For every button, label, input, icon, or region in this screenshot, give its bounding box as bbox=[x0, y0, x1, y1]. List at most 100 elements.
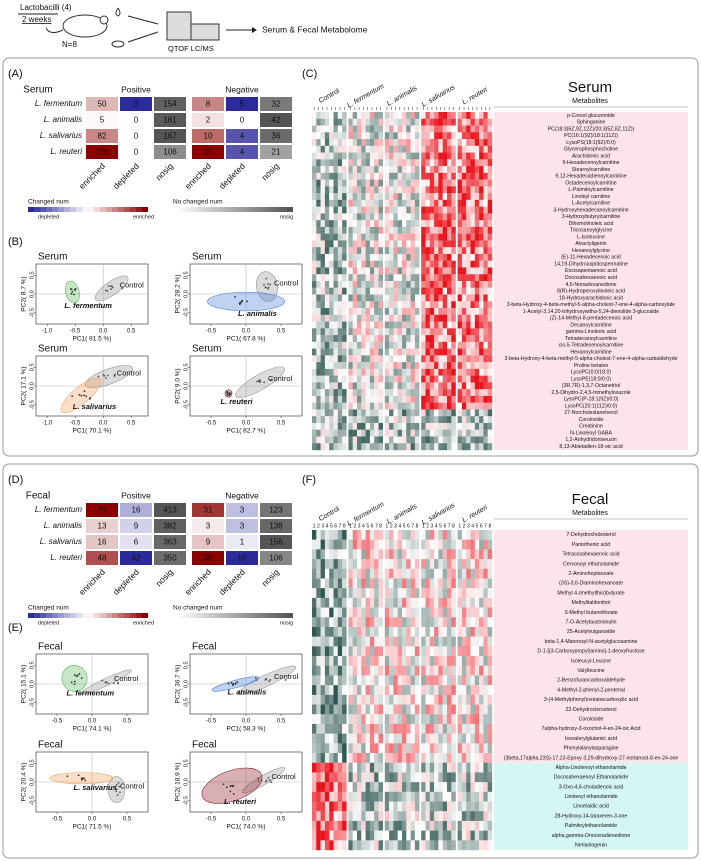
heatmap-cell bbox=[324, 549, 330, 560]
heatmap-cell bbox=[483, 362, 488, 370]
heatmap-cell bbox=[438, 429, 443, 437]
heatmap-cell bbox=[378, 409, 383, 417]
heatmap-cell bbox=[487, 166, 493, 174]
heatmap-cell bbox=[393, 193, 398, 201]
heatmap-cell bbox=[312, 422, 317, 430]
heatmap-cell bbox=[384, 685, 390, 696]
heatmap-cell bbox=[483, 308, 488, 315]
y-axis-label: PC2( 15.1 %) bbox=[21, 664, 28, 703]
heatmap-cell bbox=[414, 714, 420, 725]
replicate-label: 1 bbox=[313, 523, 316, 529]
heatmap-cell bbox=[402, 274, 407, 282]
row-label: L. fermentum bbox=[35, 505, 82, 514]
heatmap-cell bbox=[389, 636, 394, 647]
heatmap-cell bbox=[337, 159, 343, 167]
legend-swatch bbox=[82, 613, 88, 618]
heatmap-cell bbox=[369, 830, 375, 841]
heatmap-cell bbox=[316, 617, 321, 628]
heatmap-cell bbox=[487, 233, 493, 241]
heatmap-cell bbox=[447, 830, 452, 841]
heatmap-cell bbox=[312, 636, 317, 647]
heatmap-cell bbox=[393, 321, 398, 329]
heatmap-cell bbox=[378, 811, 383, 822]
heatmap-cell bbox=[384, 253, 390, 261]
heatmap-cell bbox=[406, 830, 411, 841]
heatmap-cell bbox=[365, 281, 371, 288]
heatmap-cell bbox=[316, 139, 321, 146]
heatmap-cell bbox=[451, 308, 456, 315]
heatmap-cell bbox=[352, 723, 358, 734]
heatmap-cell bbox=[421, 772, 426, 783]
heatmap-cell bbox=[479, 314, 484, 322]
heatmap-cell bbox=[389, 308, 394, 315]
heatmap-cell bbox=[357, 287, 362, 295]
heatmap-cell bbox=[474, 145, 480, 153]
heatmap-cell bbox=[352, 549, 358, 560]
x-tick-label: -0.5 bbox=[70, 421, 81, 427]
heatmap-cell bbox=[397, 704, 403, 715]
heatmap-cell bbox=[333, 389, 338, 397]
heatmap-cell bbox=[342, 791, 347, 802]
heatmap-cell bbox=[357, 704, 362, 715]
heatmap-cell bbox=[474, 743, 480, 754]
heatmap-cell bbox=[378, 145, 383, 153]
metabolite: 27-Norcholestanehexol bbox=[564, 410, 617, 416]
heatmap-cell bbox=[474, 220, 480, 228]
heatmap-cell bbox=[320, 436, 326, 444]
heatmap-cell bbox=[402, 206, 407, 214]
heatmap-cell bbox=[324, 539, 330, 550]
heatmap-cell bbox=[470, 389, 475, 397]
heatmap-cell bbox=[425, 125, 430, 133]
heatmap-cell bbox=[361, 840, 366, 851]
heatmap-cell bbox=[429, 646, 435, 657]
heatmap-cell bbox=[374, 772, 379, 783]
heatmap-cell bbox=[369, 782, 375, 793]
heatmap-cell bbox=[337, 274, 343, 282]
heatmap-cell bbox=[393, 274, 398, 282]
group-label: L. fermentum bbox=[346, 83, 385, 110]
heatmap-cell bbox=[369, 801, 375, 812]
sample-point bbox=[110, 288, 112, 291]
heatmap-cell bbox=[393, 355, 398, 363]
heatmap-cell bbox=[421, 267, 426, 275]
heatmap-cell bbox=[406, 139, 411, 146]
count-value: 42 bbox=[272, 116, 281, 125]
heatmap-cell bbox=[352, 801, 358, 812]
heatmap-cell bbox=[312, 539, 317, 550]
heatmap-cell bbox=[320, 132, 326, 140]
heatmap-cell bbox=[389, 436, 394, 444]
count-cell bbox=[226, 551, 258, 565]
x-tick-label: -0.5 bbox=[52, 719, 63, 725]
y-tick-label: -0.5 bbox=[29, 400, 35, 409]
heatmap-cell bbox=[352, 389, 358, 397]
heatmap-cell bbox=[487, 782, 493, 793]
heatmap-cell bbox=[348, 694, 353, 705]
heatmap-cell bbox=[324, 665, 330, 676]
heatmap-cell bbox=[357, 335, 362, 343]
heatmap-cell bbox=[337, 220, 343, 228]
heatmap-cell bbox=[447, 132, 452, 140]
heatmap-cell bbox=[324, 287, 330, 295]
heatmap-cell bbox=[470, 206, 475, 214]
heatmap-cell bbox=[451, 588, 456, 599]
heatmap-cell bbox=[333, 206, 338, 214]
heatmap-cell bbox=[483, 233, 488, 241]
heatmap-cell bbox=[337, 348, 343, 356]
metabolite: Creatinine bbox=[579, 424, 603, 430]
sample-point bbox=[115, 790, 118, 793]
heatmap-cell bbox=[402, 714, 407, 725]
heatmap-cell bbox=[483, 617, 488, 628]
heatmap-cell bbox=[374, 362, 379, 370]
heatmap-cell bbox=[361, 389, 366, 397]
heatmap-cell bbox=[361, 287, 366, 295]
heatmap-cell bbox=[429, 568, 435, 579]
legend-swatch bbox=[142, 613, 148, 618]
heatmap-cell bbox=[434, 301, 439, 309]
heatmap-cell bbox=[337, 152, 343, 160]
heatmap-cell bbox=[337, 287, 343, 295]
metabolite: Sphinganine bbox=[577, 120, 606, 126]
heatmap-cell bbox=[369, 811, 375, 822]
heatmap-cell bbox=[369, 132, 375, 140]
heatmap-cell bbox=[429, 578, 435, 589]
heatmap-cell bbox=[479, 685, 484, 696]
